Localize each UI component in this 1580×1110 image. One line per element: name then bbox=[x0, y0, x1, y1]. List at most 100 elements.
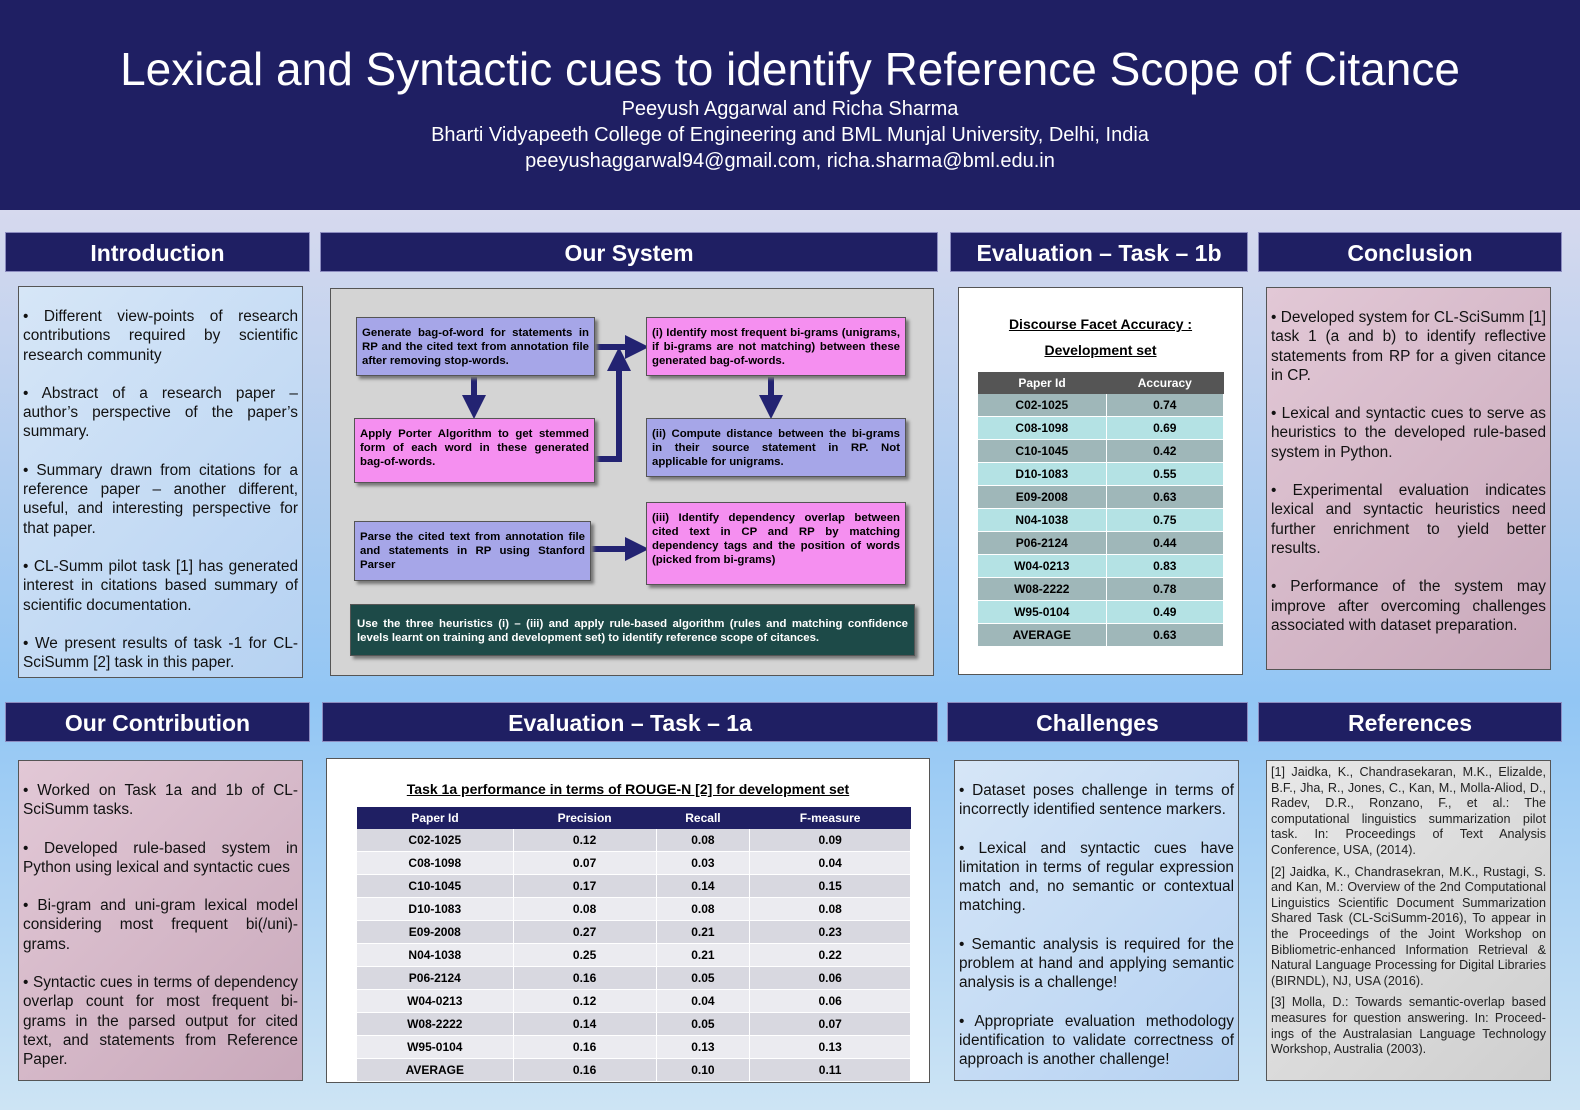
challenges-panel: • Dataset poses challenge in terms of in… bbox=[954, 760, 1239, 1081]
process-box: Parse the cited text from annotation fil… bbox=[354, 521, 591, 581]
table-title: Discourse Facet Accuracy : bbox=[1008, 316, 1193, 332]
process-box: Apply Porter Algorithm to get stemmed fo… bbox=[354, 418, 595, 483]
cell: 0.63 bbox=[1106, 623, 1225, 647]
bullet: • Dataset poses challenge in terms of in… bbox=[959, 782, 1234, 819]
emails: peeyushaggarwal94@gmail.com, richa.sharm… bbox=[525, 150, 1055, 172]
cell: 0.16 bbox=[513, 1035, 657, 1059]
cell: P06-2124 bbox=[978, 531, 1107, 555]
cell: 0.21 bbox=[656, 943, 751, 967]
process-box: Use the three heuristics (i) – (iii) and… bbox=[350, 604, 915, 656]
table-row: E09-2008 0.63 bbox=[978, 485, 1225, 509]
evaluation_1b-panel: Paper Id Accuracy C02-1025 0.74 C08-1098 0.69… bbox=[958, 287, 1243, 675]
header-row: Paper Id Precision Recall F-measure bbox=[357, 807, 911, 829]
cell: W95-0104 bbox=[357, 1035, 514, 1059]
section-heading: References bbox=[1258, 702, 1562, 742]
cell: C10-1045 bbox=[978, 439, 1107, 463]
cell: W08-2222 bbox=[978, 577, 1107, 601]
bullet: • Appropriate evaluation methodology ide… bbox=[959, 1012, 1234, 1069]
column-header: Precision bbox=[557, 811, 612, 825]
column-header: Accuracy bbox=[1137, 376, 1192, 390]
bullet: • Summary drawn from citations for a ref… bbox=[23, 461, 298, 537]
cell: W95-0104 bbox=[978, 600, 1107, 624]
cell: 0.09 bbox=[749, 829, 911, 852]
bullet: • We present results of task -1 for CL-S… bbox=[23, 634, 298, 672]
table-row: W08-2222 0.14 0.05 0.07 bbox=[357, 1012, 911, 1036]
bullet: • Semantic analysis is required for the … bbox=[959, 935, 1234, 992]
table-row: D10-1083 0.55 bbox=[978, 462, 1225, 486]
table-row: N04-1038 0.25 0.21 0.22 bbox=[357, 943, 911, 967]
table-row: AVERAGE 0.16 0.10 0.11 bbox=[357, 1058, 911, 1082]
cell: 0.83 bbox=[1106, 554, 1225, 578]
bullet: • Developed system for CL-SciSumm [1] ta… bbox=[1271, 309, 1546, 384]
bullet-list: • Worked on Task 1a and 1b of CL-SciSumm… bbox=[23, 781, 298, 1089]
cell: 0.11 bbox=[749, 1058, 911, 1082]
cell: 0.10 bbox=[656, 1058, 751, 1082]
arrows bbox=[462, 335, 783, 561]
cell: 0.08 bbox=[656, 897, 751, 921]
bullet: • Experimental evaluation indicates lexi… bbox=[1271, 482, 1546, 557]
data-table: Paper Id Accuracy C02-1025 0.74 C08-1098 0.69… bbox=[978, 372, 1225, 647]
bullet: • Syntactic cues in terms of dependency … bbox=[23, 974, 298, 1069]
cell: AVERAGE bbox=[978, 623, 1107, 647]
section-heading: Our Contribution bbox=[5, 702, 310, 742]
table-row: C02-1025 0.12 0.08 0.09 bbox=[357, 829, 911, 852]
table-title: Development set bbox=[1044, 342, 1157, 358]
process-box: (i) Identify most frequent bi-grams (uni… bbox=[646, 317, 906, 376]
cell: 0.03 bbox=[656, 851, 751, 875]
cell: 0.75 bbox=[1106, 508, 1225, 532]
cell: 0.07 bbox=[513, 851, 657, 875]
cell: 0.78 bbox=[1106, 577, 1225, 601]
table-row: W08-2222 0.78 bbox=[978, 577, 1225, 601]
cell: 0.12 bbox=[513, 829, 657, 852]
cell: P06-2124 bbox=[357, 966, 514, 990]
cell: 0.14 bbox=[656, 874, 751, 898]
column-header: Paper Id bbox=[1018, 376, 1066, 390]
cell: W08-2222 bbox=[357, 1012, 514, 1036]
cell: E09-2008 bbox=[357, 920, 514, 944]
table-row: AVERAGE 0.63 bbox=[978, 623, 1225, 647]
cell: D10-1083 bbox=[357, 897, 514, 921]
bullet: • Worked on Task 1a and 1b of CL-SciSumm… bbox=[23, 782, 298, 819]
cell: 0.05 bbox=[656, 1012, 751, 1036]
authors: Peeyush Aggarwal and Richa Sharma bbox=[621, 98, 959, 120]
conclusion-panel: • Developed system for CL-SciSumm [1] ta… bbox=[1266, 287, 1551, 670]
cell: 0.08 bbox=[749, 897, 911, 921]
cell: 0.27 bbox=[513, 920, 657, 944]
table-row: D10-1083 0.08 0.08 0.08 bbox=[357, 897, 911, 921]
section-heading: Challenges bbox=[947, 702, 1248, 742]
process-box: Generate bag-of-word for statements in R… bbox=[356, 317, 595, 376]
table-row: C10-1045 0.42 bbox=[978, 439, 1225, 463]
section-heading: Evaluation – Task – 1b bbox=[950, 232, 1248, 272]
cell: 0.21 bbox=[656, 920, 751, 944]
bullet: • Performance of the system may improve … bbox=[1271, 578, 1546, 634]
cell: 0.22 bbox=[749, 943, 911, 967]
bullet: • Lexical and syntactic cues have limita… bbox=[959, 839, 1234, 915]
bullet: • CL-Summ pilot task [1] has generated i… bbox=[23, 557, 298, 614]
cell: 0.69 bbox=[1106, 416, 1225, 440]
section-heading: Conclusion bbox=[1258, 232, 1562, 272]
bullet-list: • Developed system for CL-SciSumm [1] ta… bbox=[1271, 308, 1546, 654]
table-row: E09-2008 0.27 0.21 0.23 bbox=[357, 920, 911, 944]
column-header: Paper Id bbox=[411, 811, 459, 825]
cell: 0.55 bbox=[1106, 462, 1225, 486]
data-table: Paper Id Precision Recall F-measure C02-1025… bbox=[357, 807, 911, 1082]
reference: [1] Jaidka, K., Chandrasekaran, M.K., El… bbox=[1271, 765, 1546, 857]
cell: 0.06 bbox=[749, 966, 911, 990]
section-heading: Evaluation – Task – 1a bbox=[322, 702, 938, 742]
cell: 0.23 bbox=[749, 920, 911, 944]
cell: 0.13 bbox=[749, 1035, 911, 1059]
reference: [3] Molla, D.: Towards semantic-overlap … bbox=[1271, 995, 1546, 1057]
cell: N04-1038 bbox=[978, 508, 1107, 532]
table-title: Task 1a performance in terms of ROUGE-N … bbox=[406, 781, 850, 797]
cell: N04-1038 bbox=[357, 943, 514, 967]
cell: W04-0213 bbox=[357, 989, 514, 1013]
section-heading: Introduction bbox=[5, 232, 310, 272]
bullet: • Abstract of a research paper – author’… bbox=[23, 384, 298, 441]
bullet: • Bi-gram and uni-gram lexical model con… bbox=[23, 897, 298, 953]
table-row: C08-1098 0.69 bbox=[978, 416, 1225, 440]
process-box: (ii) Compute distance between the bi-gra… bbox=[646, 418, 906, 477]
table-row: C02-1025 0.74 bbox=[978, 394, 1225, 417]
cell: W04-0213 bbox=[978, 554, 1107, 578]
cell: 0.74 bbox=[1106, 394, 1225, 417]
section-heading: Our System bbox=[320, 232, 938, 272]
